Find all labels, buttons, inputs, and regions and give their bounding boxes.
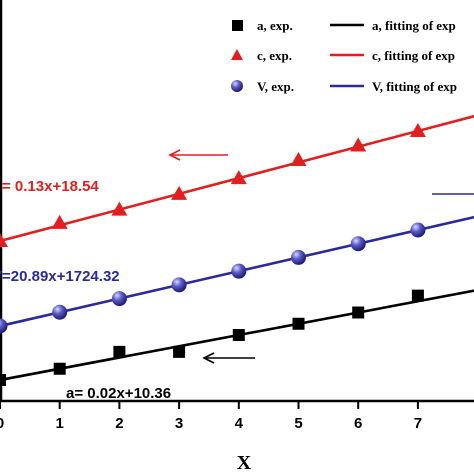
x-tick-label: 4 (235, 415, 244, 432)
legend-item-v-exp: V, exp. (231, 79, 294, 94)
equation-c: = 0.13x+18.54 (2, 178, 99, 195)
data-point-sphere (291, 249, 306, 265)
data-point-sphere (52, 304, 68, 320)
equation-v: V=20.89x+1724.32 (0, 268, 120, 285)
arrow-a-left (202, 352, 255, 364)
x-tick-label: 0 (0, 415, 4, 432)
legend-marker-triangle (231, 49, 243, 60)
data-point-square (292, 317, 305, 330)
x-tick-label: 2 (115, 415, 123, 432)
fit-lines (0, 114, 474, 382)
data-point-square (0, 374, 6, 386)
legend-label-a-fit: a, fitting of exp (372, 18, 456, 33)
legend-item-v-fit: V, fitting of exp (330, 79, 457, 94)
legend-label-a-exp: a, exp. (257, 18, 293, 33)
data-point-square (411, 289, 424, 302)
data-point-sphere (231, 263, 247, 279)
data-point-triangle (290, 152, 307, 167)
data-point-triangle (350, 137, 367, 152)
x-tick-label: 5 (294, 415, 302, 432)
data-point-square (232, 329, 245, 341)
x-ticks: 0 1 2 3 4 5 6 7 (0, 401, 422, 432)
data-point-square (113, 345, 126, 358)
data-point-sphere (171, 277, 187, 293)
data-point-triangle (230, 170, 247, 185)
legend: a, exp. a, fitting of exp c, exp. c, fit… (231, 18, 457, 94)
x-tick-label: 3 (175, 415, 183, 432)
data-point-sphere (0, 318, 8, 334)
x-tick-label: 6 (354, 415, 362, 432)
legend-item-c-exp: c, exp. (231, 48, 292, 63)
data-point-triangle (111, 201, 128, 216)
data-point-square (352, 306, 365, 319)
x-axis-title: X (237, 452, 252, 474)
legend-label-v-fit: V, fitting of exp (372, 79, 457, 94)
legend-item-c-fit: c, fitting of exp (330, 48, 455, 63)
legend-label-c-fit: c, fitting of exp (372, 48, 455, 63)
legend-label-c-exp: c, exp. (257, 48, 292, 63)
data-point-sphere (111, 291, 127, 307)
markers (0, 123, 426, 386)
legend-marker-square (232, 20, 243, 31)
equation-a: a= 0.02x+10.36 (66, 385, 171, 402)
legend-item-a-exp: a, exp. (232, 18, 293, 33)
arrow-c-left (168, 149, 228, 161)
data-point-triangle (409, 123, 426, 137)
data-point-triangle (171, 185, 188, 200)
x-tick-label: 1 (56, 415, 64, 432)
data-point-triangle (0, 233, 8, 247)
data-point-sphere (350, 236, 366, 252)
data-point-sphere (410, 222, 426, 238)
legend-item-a-fit: a, fitting of exp (330, 18, 456, 33)
data-point-square (173, 345, 186, 358)
legend-marker-sphere (231, 80, 243, 92)
x-tick-label: 7 (414, 415, 422, 432)
data-point-square (53, 362, 66, 375)
legend-label-v-exp: V, exp. (257, 79, 294, 94)
data-point-triangle (51, 214, 68, 229)
